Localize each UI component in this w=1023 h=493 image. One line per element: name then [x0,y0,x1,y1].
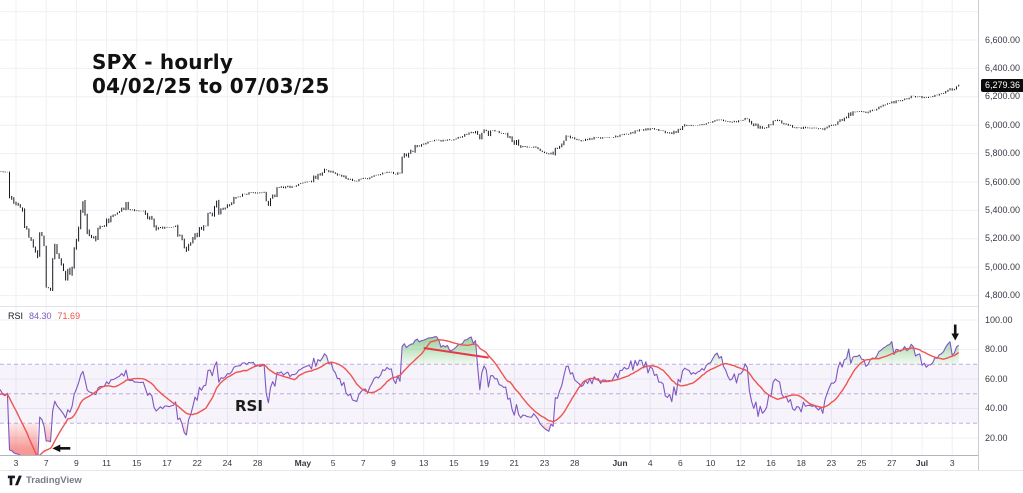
time-axis-label: 7 [43,458,49,468]
rsi-legend[interactable]: RSI 84.30 71.69 [8,311,80,321]
time-axis-label: 3 [949,458,955,468]
rsi-axis-label: 20.00 [985,432,1008,443]
footer-separator [0,470,1023,471]
price-axis-label: 6,000.00 [985,119,1021,130]
price-axis-label: 4,800.00 [985,290,1021,301]
oversold-arrow-annotation[interactable] [52,444,71,453]
time-axis-label: 23 [539,458,550,468]
rsi-ma-line[interactable] [0,339,960,455]
price-axis-label: 5,400.00 [985,204,1021,215]
time-axis-label: 18 [796,458,806,468]
chart-plot-area[interactable] [0,0,978,455]
time-axis-label: May [294,458,312,468]
price-axis-label: 5,800.00 [985,148,1021,159]
grid-layer [0,0,978,455]
rsi-legend-ma-value: 71.69 [57,311,81,321]
price-axis-label: 6,600.00 [985,34,1021,45]
price-axis-label: 5,000.00 [985,261,1021,272]
time-axis-label: Jul [915,458,929,468]
rsi-line[interactable] [0,336,960,455]
time-axis-label: 6 [678,458,683,468]
time-axis-label: 4 [647,458,653,468]
time-axis-label: Jun [612,458,628,468]
price-axis-label: 5,600.00 [985,176,1021,187]
overbought-arrow-annotation[interactable] [951,324,960,341]
time-axis-label: 7 [360,458,366,468]
time-axis-separator [0,455,1023,456]
trendline-annotation[interactable] [423,347,489,359]
time-axis-label: 28 [569,458,580,468]
time-axis-label: 9 [391,458,396,468]
time-axis-label: 19 [479,458,489,468]
price-axis-label: 6,200.00 [985,91,1021,102]
time-axis[interactable]: 3 7 9 11 15 17 22 24 28 May 5 7 9 13 15 19 21 23 28 Jun 4 6 10… [0,456,978,470]
rsi-legend-value: 84.30 [29,311,52,321]
time-axis-label: 11 [102,458,112,468]
chart-title-line2: 04/02/25 to 07/03/25 [92,74,330,98]
rsi-axis-label: 100.00 [985,314,1013,325]
time-axis-label: 10 [705,458,716,468]
time-axis-label: 17 [162,458,172,468]
rsi-oversold-fill [9,423,38,455]
footer: TradingView [7,474,82,486]
time-axis-label: 24 [222,458,233,468]
tradingview-logo-text[interactable]: TradingView [26,474,82,486]
rsi-axis-label: 60.00 [985,373,1008,384]
rsi-oversold-fill [44,423,51,442]
time-axis-label: 28 [252,458,263,468]
time-axis-label: 3 [13,458,19,468]
time-axis-label: 16 [766,458,776,468]
time-axis-label: 15 [132,458,142,468]
rsi-oversold-fill [540,423,554,432]
time-axis-label: 23 [826,458,837,468]
chart-title: SPX - hourly 04/02/25 to 07/03/25 [92,50,329,98]
time-axis-label: 15 [449,458,459,468]
time-axis-label: 27 [887,458,897,468]
price-axis-label: 6,400.00 [985,62,1021,73]
time-axis-label: 9 [74,458,79,468]
pane-separator[interactable] [0,306,978,307]
rsi-axis-label: 80.00 [985,344,1008,354]
price-axis-label: 5,200.00 [985,233,1021,244]
time-axis-label: 22 [192,458,202,468]
time-axis-label: 12 [736,458,746,468]
rsi-band [0,364,978,424]
time-axis-label: 13 [418,458,429,468]
tradingview-logo-icon[interactable] [7,474,22,486]
rsi-overbought-fill [639,360,642,365]
rsi-legend-label: RSI [8,311,24,321]
chart-title-line1: SPX - hourly [92,50,234,74]
price-axis[interactable]: 6,279.36 6,600.00 6,400.00 6,200.00 6,000.0… [978,0,1023,470]
price-candles[interactable] [0,84,960,291]
rsi-axis-label: 40.00 [985,403,1008,413]
rsi-panel-label: RSI [235,397,263,415]
time-axis-label: 5 [330,458,336,468]
time-axis-label: 21 [509,458,520,468]
last-price-badge: 6,279.36 [981,79,1023,92]
time-axis-label: 25 [856,458,867,468]
